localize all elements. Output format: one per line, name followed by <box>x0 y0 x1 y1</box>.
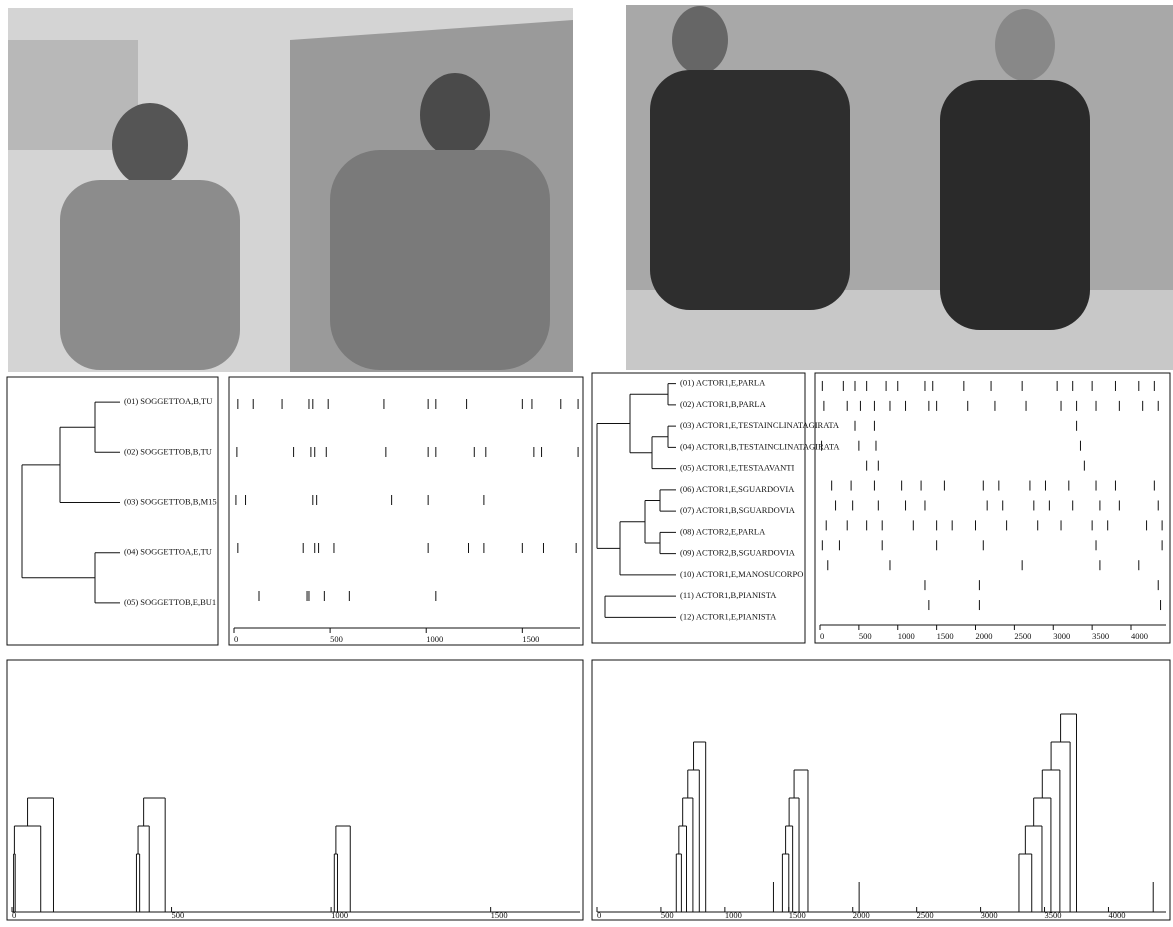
dendrogram-label: (11) ACTOR1,B,PIANISTA <box>680 590 777 600</box>
x-tick-label: 1500 <box>491 910 508 920</box>
x-tick-label: 3500 <box>1092 631 1109 641</box>
dendrogram-label: (01) ACTOR1,E,PARLA <box>680 378 766 388</box>
page: {"left": { "dendrogram_labels": ["(01) S… <box>0 0 1173 927</box>
x-tick-label: 500 <box>172 910 185 920</box>
dendrogram-label: (04) SOGGETTOA,E,TU <box>124 547 212 557</box>
dendrogram-label: (05) SOGGETTOB,E,BU1 <box>124 597 216 607</box>
photo-right <box>626 5 1173 370</box>
x-tick-label: 4000 <box>1131 631 1148 641</box>
x-tick-label: 0 <box>820 631 824 641</box>
x-tick-label: 1500 <box>937 631 954 641</box>
x-tick-label: 3000 <box>1053 631 1070 641</box>
dendrogram-label: (03) ACTOR1,E,TESTAINCLINATAGIRATA <box>680 420 840 430</box>
dendrogram-label: (02) SOGGETTOB,B,TU <box>124 446 212 456</box>
x-tick-label: 1000 <box>331 910 348 920</box>
x-tick-label: 0 <box>234 634 238 644</box>
dendrogram-label: (10) ACTOR1,E,MANOSUCORPO <box>680 569 803 579</box>
x-tick-label: 4000 <box>1108 910 1125 920</box>
x-tick-label: 2000 <box>976 631 993 641</box>
figure: (01) SOGGETTOA,B,TU (02) SOGGETTOB,B,TU (0… <box>0 0 1173 927</box>
photo-left <box>8 8 573 372</box>
dendrogram-label: (07) ACTOR1,B,SGUARDOVIA <box>680 505 796 515</box>
x-tick-label: 0 <box>597 910 601 920</box>
x-tick-label: 3000 <box>981 910 998 920</box>
dendrogram-label: (01) SOGGETTOA,B,TU <box>124 396 212 406</box>
dendrogram-label: (06) ACTOR1,E,SGUARDOVIA <box>680 484 795 494</box>
dendrogram-label: (05) ACTOR1,E,TESTAAVANTI <box>680 463 794 473</box>
panel-frame <box>7 660 583 920</box>
x-tick-label: 1000 <box>898 631 915 641</box>
dendrogram-label: (04) ACTOR1,B,TESTAINCLINATAGIRATA <box>680 441 840 451</box>
panel-frame <box>592 660 1170 920</box>
dendrogram-label: (12) ACTOR1,E,PIANISTA <box>680 611 777 621</box>
dendrogram-label: (02) ACTOR1,B,PARLA <box>680 399 767 409</box>
x-tick-label: 2000 <box>853 910 870 920</box>
x-tick-label: 2500 <box>1014 631 1031 641</box>
x-tick-label: 500 <box>661 910 674 920</box>
panel-frame <box>815 373 1170 643</box>
x-tick-label: 1000 <box>426 634 443 644</box>
x-tick-label: 1500 <box>789 910 806 920</box>
x-tick-label: 500 <box>859 631 872 641</box>
x-tick-label: 2500 <box>917 910 934 920</box>
panel-frame <box>229 377 583 645</box>
x-tick-label: 500 <box>330 634 343 644</box>
x-tick-label: 1000 <box>725 910 742 920</box>
x-tick-label: 1500 <box>522 634 539 644</box>
x-tick-label: 3500 <box>1045 910 1062 920</box>
dendrogram-label: (08) ACTOR2,E,PARLA <box>680 526 766 536</box>
dendrogram-label: (09) ACTOR2,B,SGUARDOVIA <box>680 548 796 558</box>
dendrogram-label: (03) SOGGETTOB,B,M15 <box>124 496 217 506</box>
